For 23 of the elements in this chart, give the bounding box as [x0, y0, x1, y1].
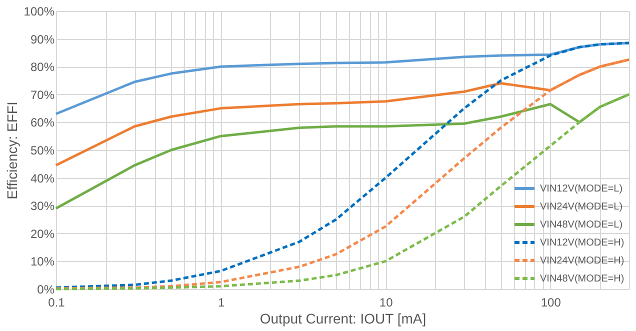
x-axis-title: Output Current: IOUT [mA]	[260, 310, 426, 326]
y-tick-label: 10%	[30, 254, 55, 269]
x-tick-label: 0.1	[48, 296, 66, 310]
x-tick-label: 100	[540, 296, 562, 310]
legend-label: VIN48V(MODE=L)	[540, 220, 623, 230]
legend-label: VIN24V(MODE=L)	[540, 202, 623, 212]
y-tick-label: 20%	[30, 226, 55, 241]
y-tick-label: 90%	[30, 32, 55, 46]
y-tick-label: 30%	[30, 199, 55, 214]
x-tick-label: 10	[379, 296, 394, 310]
y-tick-label: 50%	[30, 144, 55, 158]
legend-label: VIN48V(MODE=H)	[540, 274, 624, 284]
y-tick-label: 0%	[37, 282, 55, 296]
y-tick-label: 60%	[30, 116, 55, 130]
y-tick-label: 100%	[24, 4, 55, 18]
y-tick-label: 40%	[30, 171, 55, 186]
y-tick-label: 70%	[30, 88, 55, 102]
y-tick-label: 80%	[30, 60, 55, 74]
y-axis-title: Efficiency: EFFI	[4, 102, 20, 200]
legend-label: VIN12V(MODE=H)	[540, 238, 624, 248]
x-tick-label: 1	[218, 296, 225, 310]
legend-label: VIN12V(MODE=L)	[540, 184, 623, 194]
legend-label: VIN24V(MODE=H)	[540, 256, 624, 266]
